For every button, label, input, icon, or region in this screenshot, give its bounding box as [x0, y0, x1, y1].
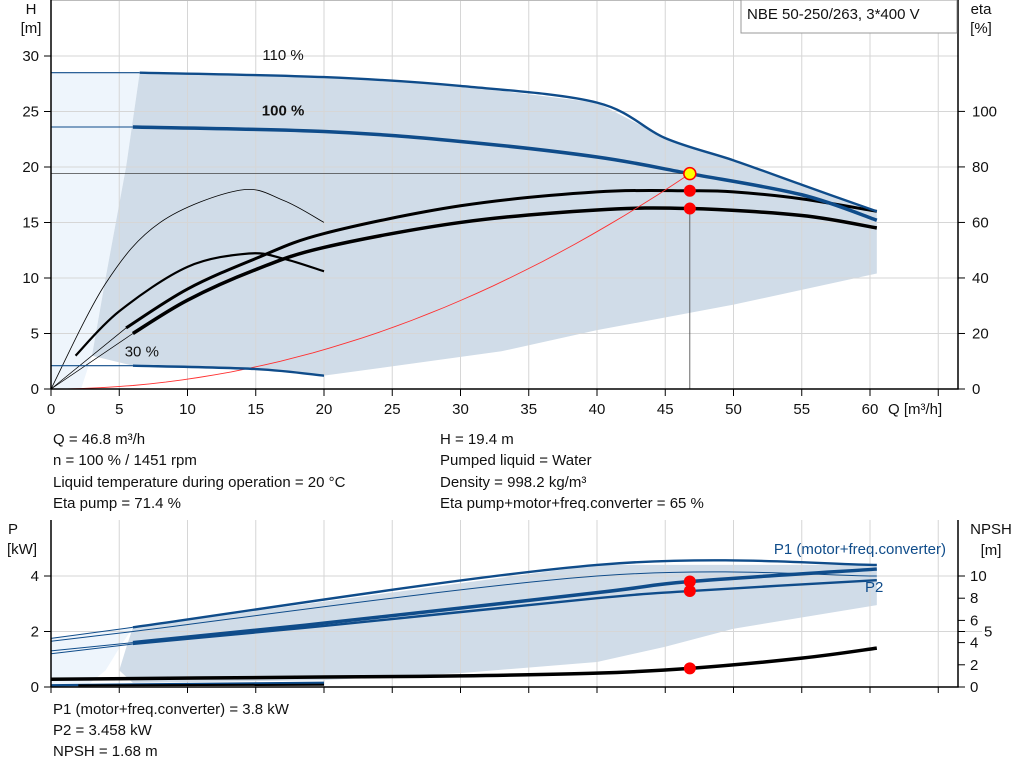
info-density: Density = 998.2 kg/m³: [440, 474, 587, 491]
info-npsh: NPSH = 1.68 m: [53, 743, 158, 760]
y2-tick-label-npsh: 10: [970, 568, 987, 585]
y-tick-label: 15: [22, 215, 39, 232]
y-axis-label-power: P: [8, 521, 18, 538]
x-tick-label: 60: [862, 401, 879, 418]
y2-tick-label: 20: [972, 325, 989, 342]
x-tick-label: 35: [520, 401, 537, 418]
npsh-curve-2: [78, 683, 325, 687]
y2-axis-label: eta: [971, 1, 993, 18]
y-tick-label: 20: [22, 159, 39, 176]
curve-label: 110 %: [262, 47, 303, 64]
y-axis-unit-power: [kW]: [7, 541, 37, 558]
x-tick-label: 50: [725, 401, 742, 418]
y2-axis-unit: [%]: [970, 20, 992, 37]
x-tick-label: 45: [657, 401, 674, 418]
y2-tick-label: 60: [972, 214, 989, 231]
x-tick-label: 55: [793, 401, 810, 418]
power-curve-thin: [50, 643, 133, 655]
curve-label: 30 %: [125, 343, 159, 360]
y2-tick-label-npsh: 5: [984, 624, 992, 641]
region-light-bottom: [51, 627, 133, 687]
y-tick-label-power: 0: [31, 679, 39, 696]
y-tick-label-power: 4: [31, 568, 39, 585]
y2-tick-label-npsh: 6: [970, 612, 978, 629]
info-head: H = 19.4 m: [440, 431, 514, 448]
npsh-curve-1: [50, 646, 878, 681]
y-tick-label: 30: [22, 48, 39, 65]
info-liquid: Pumped liquid = Water: [440, 452, 592, 469]
y2-tick-label: 100: [972, 103, 997, 120]
power-curve-3: [132, 567, 877, 645]
y-tick-label: 10: [22, 270, 39, 287]
x-tick-label: 5: [115, 401, 123, 418]
y2-tick-label-npsh: 2: [970, 657, 978, 674]
region-light-top: [51, 72, 140, 390]
y2-tick-label-npsh: 4: [970, 635, 978, 652]
duty-dot-npsh: [683, 662, 696, 675]
x-tick-label: 40: [589, 401, 606, 418]
x-tick-label: 0: [47, 401, 55, 418]
info-liquid-temp: Liquid temperature during operation = 20…: [53, 474, 346, 491]
power-curve-thin: [50, 626, 133, 639]
head-curve-30: [132, 364, 325, 377]
duty-dot-eta-total: [683, 202, 696, 215]
head-curve-110: [139, 71, 878, 213]
operating-region-bottom: [119, 564, 877, 683]
p1-series-label: P1 (motor+freq.converter): [774, 541, 946, 558]
x-tick-label: 30: [452, 401, 469, 418]
eta-lead-line: [50, 327, 127, 390]
eta-curve-4: [74, 252, 325, 357]
eta-lead-line: [50, 333, 134, 390]
info-p2: P2 = 3.458 kW: [53, 722, 152, 739]
p2-series-label: P2: [865, 579, 883, 596]
y2-tick-label: 40: [972, 270, 989, 287]
x-tick-label: 15: [247, 401, 264, 418]
y-tick-label: 5: [31, 326, 39, 343]
curve-label: 100 %: [262, 103, 305, 120]
x-axis-label: Q [m³/h]: [888, 401, 942, 418]
operating-region-top: [91, 72, 877, 376]
y-tick-label: 25: [22, 104, 39, 121]
pump-model-box: [740, 0, 958, 34]
power-curve-1: [132, 559, 877, 629]
y2-tick-label-npsh: 8: [970, 590, 978, 607]
power-curve-4: [132, 578, 877, 646]
power-curve-thin: [50, 642, 133, 652]
y-tick-label: 0: [31, 381, 39, 398]
y-axis-label: H: [26, 1, 37, 18]
info-flow: Q = 46.8 m³/h: [53, 431, 146, 448]
info-eta-total: Eta pump+motor+freq.converter = 65 %: [440, 495, 704, 512]
info-eta-pump: Eta pump = 71.4 %: [53, 495, 181, 512]
y2-axis-label-npsh: NPSH: [970, 521, 1012, 538]
duty-dot-eta-pump: [683, 184, 696, 197]
info-p1: P1 (motor+freq.converter) = 3.8 kW: [53, 701, 289, 718]
x-tick-label: 20: [316, 401, 333, 418]
system-curve: [50, 173, 691, 390]
pump-model-label: NBE 50-250/263, 3*400 V: [747, 6, 920, 23]
y-axis-unit: [m]: [21, 20, 42, 37]
y2-tick-label-npsh: 0: [970, 679, 978, 696]
duty-dot-p1: [683, 575, 696, 588]
y-tick-label-power: 2: [31, 624, 39, 641]
y2-tick-label: 0: [972, 381, 980, 398]
y2-axis-unit-npsh: [m]: [981, 542, 1002, 559]
head-curve-100: [132, 125, 878, 222]
x-tick-label: 25: [384, 401, 401, 418]
info-speed: n = 100 % / 1451 rpm: [53, 452, 197, 469]
y2-tick-label: 80: [972, 159, 989, 176]
x-tick-label: 10: [179, 401, 196, 418]
power-curve-thin: [50, 631, 133, 642]
duty-point-marker: [683, 166, 697, 181]
eta-curve-3: [50, 188, 325, 390]
eta-curve-1: [125, 188, 878, 330]
duty-dot-p2: [683, 585, 696, 598]
eta-curve-2: [131, 206, 878, 335]
